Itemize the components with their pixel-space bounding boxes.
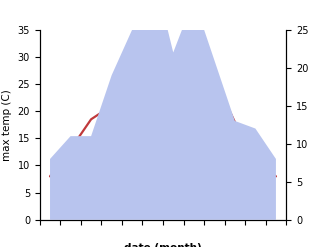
Y-axis label: max temp (C): max temp (C) [2, 89, 12, 161]
X-axis label: date (month): date (month) [124, 244, 202, 247]
